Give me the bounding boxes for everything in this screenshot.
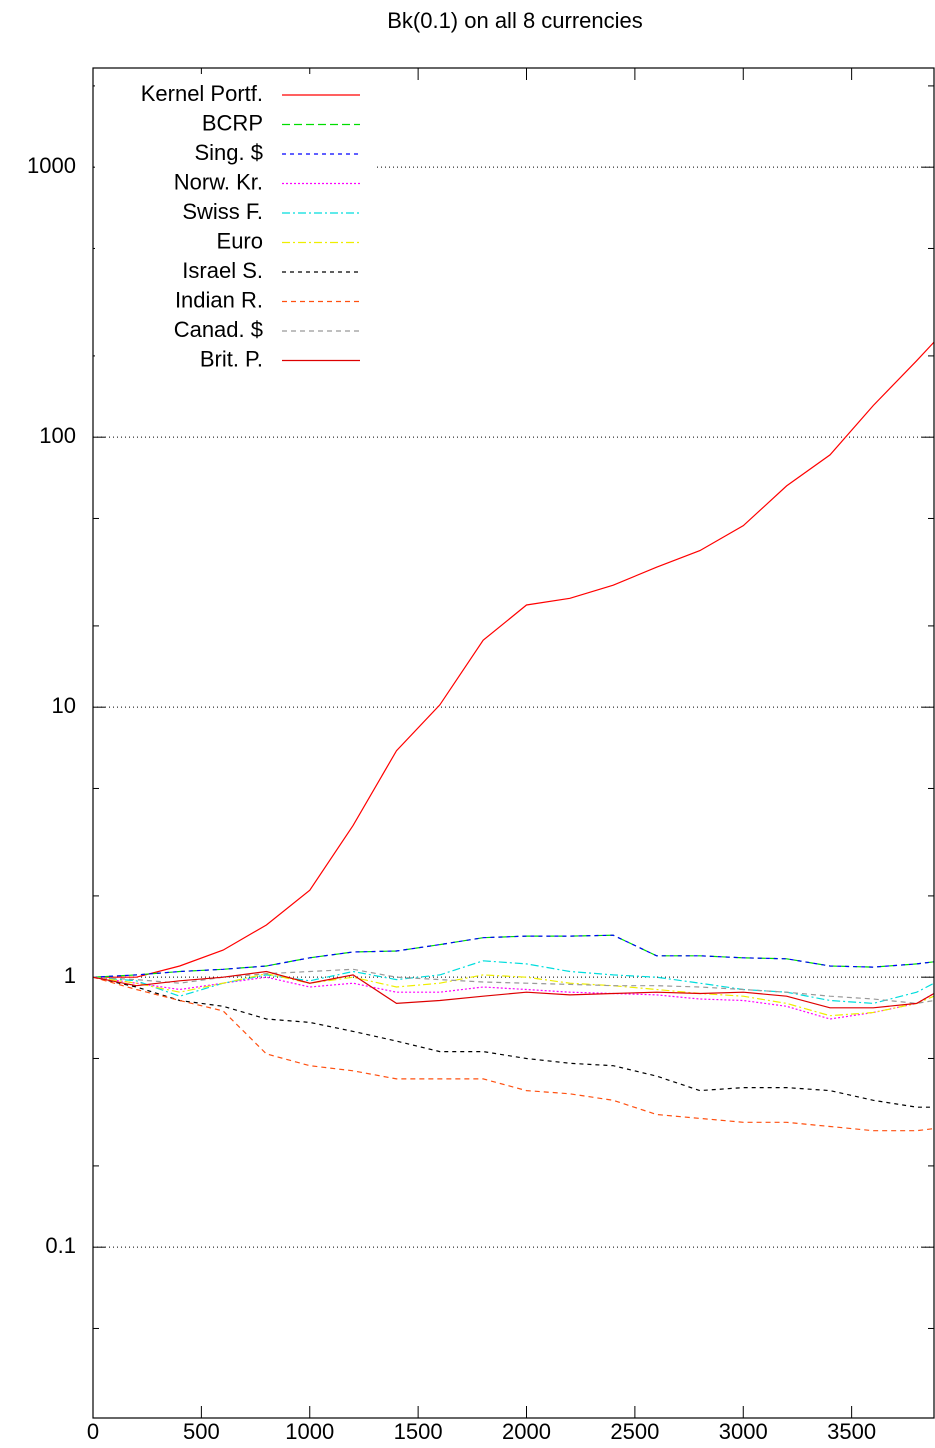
y-tick-label: 1000 bbox=[27, 153, 76, 178]
x-tick-label: 1500 bbox=[394, 1419, 443, 1444]
x-tick-label: 2500 bbox=[610, 1419, 659, 1444]
legend-label: Norw. Kr. bbox=[174, 169, 263, 194]
x-tick-label: 3000 bbox=[719, 1419, 768, 1444]
series-line bbox=[92, 968, 935, 1005]
legend-label: Brit. P. bbox=[200, 346, 263, 371]
legend-label: Euro bbox=[217, 228, 263, 253]
x-tick-label: 0 bbox=[87, 1419, 99, 1444]
series-line bbox=[92, 973, 935, 1017]
series-line bbox=[93, 341, 935, 978]
legend-label: Indian R. bbox=[175, 287, 263, 312]
legend-label: Israel S. bbox=[182, 258, 263, 283]
legend-label: Kernel Portf. bbox=[141, 81, 263, 106]
series-line bbox=[92, 976, 935, 1132]
legend-label: BCRP bbox=[202, 110, 263, 135]
legend-label: Canad. $ bbox=[174, 317, 263, 342]
series-line bbox=[92, 970, 935, 1009]
series-line bbox=[92, 934, 935, 978]
x-tick-label: 3500 bbox=[827, 1419, 876, 1444]
y-tick-label: 10 bbox=[52, 693, 76, 718]
series-line bbox=[92, 976, 935, 1020]
chart-title: Bk(0.1) on all 8 currencies bbox=[387, 8, 643, 33]
series-line bbox=[92, 976, 934, 1108]
x-tick-label: 1000 bbox=[285, 1419, 334, 1444]
plot-frame bbox=[92, 67, 935, 1419]
x-tick-label: 2000 bbox=[502, 1419, 551, 1444]
series-line bbox=[92, 960, 935, 1005]
legend-label: Sing. $ bbox=[195, 140, 264, 165]
y-tick-label: 0.1 bbox=[45, 1233, 76, 1258]
y-tick-label: 100 bbox=[39, 423, 76, 448]
legend-label: Swiss F. bbox=[182, 199, 263, 224]
y-tick-label: 1 bbox=[64, 963, 76, 988]
x-tick-label: 500 bbox=[183, 1419, 220, 1444]
series-line bbox=[92, 934, 935, 978]
